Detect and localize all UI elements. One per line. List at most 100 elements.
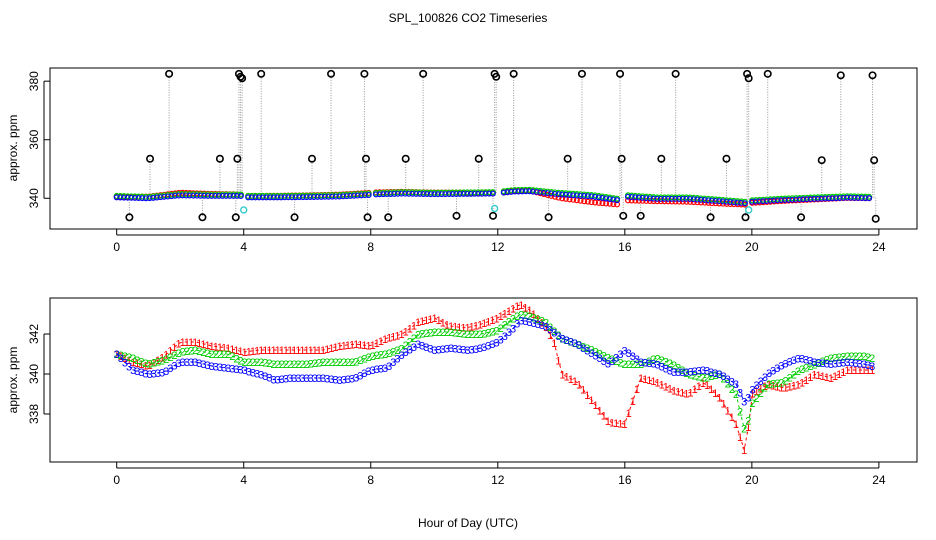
series1-marker: 1	[477, 319, 483, 331]
series1-marker: 1	[654, 377, 660, 389]
outlier-point	[563, 154, 572, 163]
x-tick-label: 20	[745, 473, 759, 487]
series3-point	[551, 190, 558, 197]
series1-marker: 1	[861, 365, 867, 377]
series2-marker: 2	[737, 406, 743, 418]
series3-point	[124, 194, 131, 201]
series1-marker: 1	[151, 358, 157, 370]
series2-marker: 2	[601, 350, 607, 362]
series2-marker: 2	[749, 398, 755, 410]
series3-point	[862, 195, 869, 202]
series2-marker: 2	[258, 357, 264, 369]
outlier-point	[238, 74, 247, 83]
series1-marker: 1	[432, 313, 438, 325]
series1-marker: 1	[782, 383, 788, 395]
series3-marker: 3	[535, 319, 541, 331]
series3-marker: 3	[729, 376, 735, 388]
series3-point	[698, 196, 705, 203]
y-tick-label: 340	[27, 188, 41, 208]
series2-marker: 2	[531, 313, 537, 325]
series1-marker: 1	[138, 359, 144, 371]
series2-marker: 2	[564, 335, 570, 347]
series1-marker: 1	[642, 374, 648, 386]
series2-marker: 2	[436, 327, 442, 339]
series3-marker: 3	[365, 366, 371, 378]
series3-marker: 3	[374, 364, 380, 376]
series2-marker: 2	[171, 350, 177, 362]
series3-marker: 3	[638, 357, 644, 369]
series2-marker: 2	[659, 355, 665, 367]
series1-marker: 1	[679, 387, 685, 399]
series3-marker: 3	[204, 360, 210, 372]
outlier-point	[146, 154, 155, 163]
series3-marker: 3	[283, 374, 289, 386]
series1-marker: 1	[766, 379, 772, 391]
series2-marker: 2	[308, 359, 314, 371]
series2-marker: 2	[242, 357, 248, 369]
series1-marker: 1	[493, 313, 499, 325]
series3-marker: 3	[675, 367, 681, 379]
series3-marker: 3	[159, 367, 165, 379]
series3-marker: 3	[667, 366, 673, 378]
series3-point	[603, 195, 610, 202]
outlier-point	[231, 213, 240, 222]
series3-marker: 3	[246, 366, 252, 378]
outlier-point	[125, 213, 134, 222]
series2-marker: 2	[229, 351, 235, 363]
series1-marker: 1	[213, 341, 219, 353]
y-tick-label: 340	[27, 364, 41, 384]
outlier-point	[744, 74, 753, 83]
series2-marker: 2	[295, 359, 301, 371]
outlier-point	[870, 156, 879, 165]
series3-point	[113, 194, 120, 201]
series1-marker: 1	[176, 338, 182, 350]
outlier-point	[619, 211, 628, 220]
series3-marker: 3	[840, 357, 846, 369]
y-axis-label-top: approx. ppm	[6, 115, 20, 182]
series2-marker: 2	[824, 355, 830, 367]
series3-marker: 3	[869, 361, 875, 373]
series3-marker: 3	[725, 374, 731, 386]
series3-marker: 3	[712, 368, 718, 380]
series3-point	[559, 191, 566, 198]
outlier-point	[577, 69, 586, 78]
series1-marker: 1	[419, 316, 425, 328]
series1-marker: 1	[762, 381, 768, 393]
series3-marker: 3	[473, 344, 479, 356]
series2-marker: 2	[526, 311, 532, 323]
x-tick-label: 8	[367, 240, 374, 254]
series3-marker: 3	[642, 358, 648, 370]
series3-marker: 3	[332, 375, 338, 387]
series1-marker: 1	[254, 345, 260, 357]
series2-marker: 2	[328, 357, 334, 369]
series3-marker: 3	[138, 367, 144, 379]
series2-marker: 2	[803, 362, 809, 374]
series2-marker: 2	[291, 359, 297, 371]
series3-marker: 3	[815, 357, 821, 369]
series2-marker: 2	[312, 358, 318, 370]
series3-marker: 3	[626, 348, 632, 360]
series2-marker: 2	[473, 329, 479, 341]
series1-marker: 1	[857, 365, 863, 377]
series3-marker: 3	[700, 365, 706, 377]
series3-marker: 3	[844, 357, 850, 369]
series3-marker: 3	[836, 358, 842, 370]
series3-marker: 3	[163, 366, 169, 378]
series2-marker: 2	[539, 316, 545, 328]
series3-point	[530, 188, 537, 195]
series3-point	[555, 191, 562, 198]
series3-marker: 3	[679, 367, 685, 379]
series2-marker: 2	[386, 348, 392, 360]
series2-marker: 2	[613, 356, 619, 368]
x-tick-label: 24	[872, 240, 886, 254]
series2-marker: 2	[217, 349, 223, 361]
series3-marker: 3	[745, 393, 751, 405]
series1-marker: 1	[308, 345, 314, 357]
series2-marker: 2	[576, 340, 582, 352]
x-axis-top: 0 4 8 12 16 20 24	[113, 229, 886, 254]
series3-point	[533, 188, 540, 195]
series2-marker: 2	[849, 351, 855, 363]
series3-point	[573, 192, 580, 199]
series3-marker: 3	[584, 345, 590, 357]
series3-marker: 3	[576, 340, 582, 352]
